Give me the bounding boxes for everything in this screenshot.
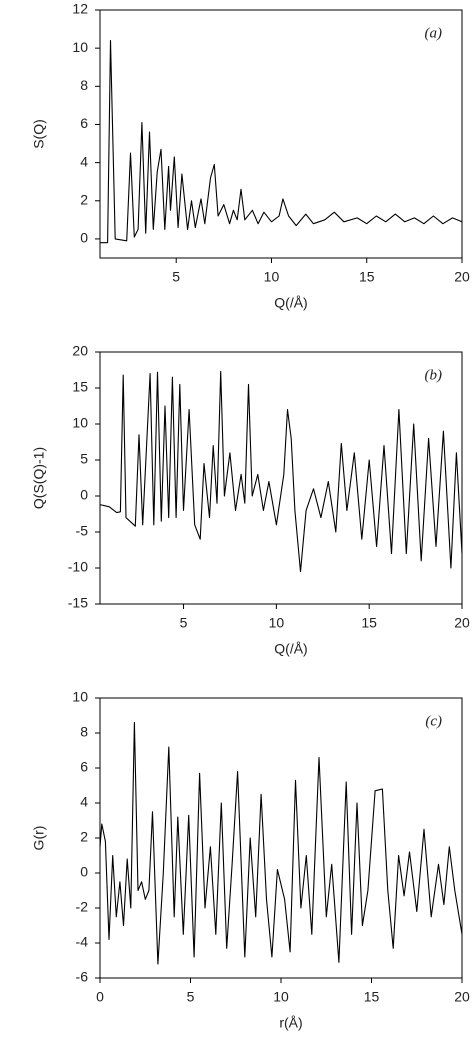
y-tick-label: -2	[76, 899, 89, 915]
x-tick-label: 0	[96, 989, 104, 1005]
x-tick-label: 5	[180, 615, 188, 631]
x-tick-label: 15	[361, 615, 377, 631]
y-tick-label: 0	[80, 864, 88, 880]
data-line	[99, 370, 463, 573]
x-axis-label: Q(/Å)	[274, 641, 307, 657]
y-axis-label: S(Q)	[31, 119, 47, 149]
y-tick-label: -5	[76, 523, 89, 539]
data-line	[99, 721, 463, 965]
y-tick-label: -15	[68, 595, 88, 611]
y-tick-label: -4	[76, 934, 89, 950]
y-tick-label: 8	[80, 77, 88, 93]
y-tick-label: 4	[80, 153, 88, 169]
y-tick-label: 12	[72, 1, 88, 17]
y-tick-label: 15	[72, 379, 88, 395]
panel-annotation: (a)	[425, 25, 443, 41]
plot-frame	[99, 351, 463, 605]
y-tick-label: 10	[72, 415, 88, 431]
x-axis-label: r(Å)	[279, 1015, 302, 1031]
y-tick-label: 4	[80, 794, 88, 810]
data-line	[100, 39, 463, 244]
y-axis-label: G(r)	[31, 826, 47, 851]
plot-frame	[99, 9, 463, 259]
y-tick-label: 6	[80, 115, 88, 131]
x-tick-label: 5	[172, 269, 180, 285]
x-tick-label: 10	[273, 989, 289, 1005]
y-tick-label: 2	[80, 191, 88, 207]
y-tick-label: -6	[76, 969, 89, 985]
y-tick-label: 8	[80, 724, 88, 740]
plot-frame	[99, 697, 463, 979]
panel-annotation: (c)	[425, 713, 442, 729]
y-tick-label: 0	[80, 487, 88, 503]
y-tick-label: -10	[68, 559, 88, 575]
x-tick-label: 20	[454, 615, 470, 631]
x-tick-label: 10	[264, 269, 280, 285]
y-tick-label: 10	[72, 689, 88, 705]
y-tick-label: 20	[72, 343, 88, 359]
x-tick-label: 15	[364, 989, 380, 1005]
y-axis-label: Q(S(Q)-1)	[31, 447, 47, 509]
y-tick-label: 10	[72, 39, 88, 55]
y-tick-label: 6	[80, 759, 88, 775]
x-tick-label: 15	[359, 269, 375, 285]
panel-annotation: (b)	[425, 367, 443, 383]
x-tick-label: 20	[454, 269, 470, 285]
x-tick-label: 10	[269, 615, 285, 631]
x-tick-label: 20	[454, 989, 470, 1005]
x-tick-label: 5	[187, 989, 195, 1005]
y-tick-label: 5	[80, 451, 88, 467]
y-tick-label: 2	[80, 829, 88, 845]
y-tick-label: 0	[80, 230, 88, 246]
x-axis-label: Q(/Å)	[274, 295, 307, 311]
